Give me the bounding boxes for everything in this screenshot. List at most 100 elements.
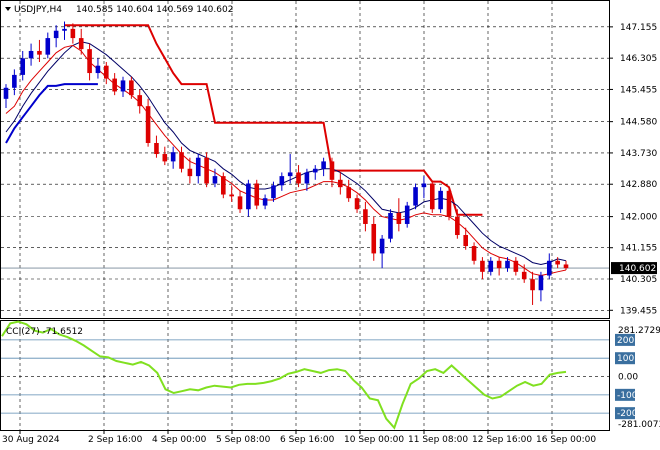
time-tick-label: 4 Sep 00:00 bbox=[152, 435, 207, 445]
trailing-stop-blue bbox=[5, 83, 98, 144]
candle-up bbox=[505, 260, 510, 269]
candle-up bbox=[438, 190, 443, 210]
cci-level-badge bbox=[615, 352, 635, 365]
price-tick-label: 140.305 bbox=[620, 275, 657, 285]
candle-down bbox=[154, 142, 159, 155]
cci-tick-label: 281.2729 bbox=[618, 326, 660, 336]
candle-down bbox=[463, 235, 468, 247]
candle-down bbox=[104, 65, 109, 79]
candle-down bbox=[555, 260, 560, 265]
candle-up bbox=[304, 172, 310, 184]
trailing-stop-lines bbox=[5, 24, 483, 216]
price-tick-label: 143.730 bbox=[620, 149, 657, 159]
current-price-value: 140.602 bbox=[619, 264, 656, 274]
cci-tick-label: -200 bbox=[617, 409, 638, 419]
time-tick-label: 5 Sep 08:00 bbox=[216, 435, 271, 445]
candle-down bbox=[513, 260, 519, 272]
candle-up bbox=[413, 187, 418, 206]
dropdown-triangle-icon[interactable] bbox=[5, 7, 11, 11]
cci-level-badge bbox=[615, 333, 635, 346]
current-price-badge: 140.602 bbox=[611, 262, 657, 275]
time-tick-label: 11 Sep 08:00 bbox=[408, 435, 468, 445]
price-tick-label: 139.455 bbox=[620, 306, 657, 316]
candle-up bbox=[12, 74, 17, 88]
candle-down bbox=[70, 28, 76, 39]
candle-down bbox=[237, 196, 243, 210]
candle-down bbox=[563, 264, 569, 269]
price-tick-label: 141.155 bbox=[620, 244, 657, 254]
candle-down bbox=[530, 279, 535, 291]
candle-down bbox=[204, 157, 209, 184]
candle-down bbox=[521, 271, 527, 280]
cci-tick-label: -100 bbox=[617, 391, 638, 401]
cci-panel-frame bbox=[0, 320, 610, 431]
candle-down bbox=[429, 183, 435, 210]
candle-down bbox=[78, 38, 84, 50]
candle-down bbox=[371, 223, 377, 254]
candle-down bbox=[129, 80, 134, 96]
grid bbox=[1, 1, 609, 430]
price-tick-label: 146.305 bbox=[620, 54, 657, 64]
ohlc-label: 140.585 140.604 140.569 140.602 bbox=[76, 5, 233, 15]
price-tick-label: 142.880 bbox=[620, 180, 657, 190]
candle-up bbox=[379, 238, 385, 254]
candle-down bbox=[162, 154, 168, 162]
price-tick-label: 145.455 bbox=[620, 85, 657, 95]
candle-up bbox=[271, 185, 276, 199]
candle-up bbox=[546, 260, 552, 276]
main-panel-frame bbox=[0, 0, 610, 319]
candle-up bbox=[120, 80, 126, 92]
candle-up bbox=[488, 260, 494, 272]
candle-down bbox=[396, 212, 402, 224]
cci-tick-label: -281.0073 bbox=[618, 420, 660, 430]
candle-down bbox=[229, 194, 234, 197]
candle-up bbox=[62, 28, 67, 31]
candle-down bbox=[137, 95, 143, 107]
time-axis: 30 Aug 2024 2 Sep 16:00 4 Sep 00:00 5 Sep 0… bbox=[2, 430, 596, 445]
candle-up bbox=[312, 168, 318, 173]
candle-up bbox=[404, 205, 410, 224]
candle-up bbox=[262, 198, 268, 206]
candle-down bbox=[296, 172, 301, 184]
candle-up bbox=[45, 38, 51, 55]
price-tick-label: 144.580 bbox=[620, 118, 657, 128]
candle-down bbox=[363, 209, 368, 224]
candle-up bbox=[20, 58, 26, 75]
candle-down bbox=[354, 198, 360, 210]
candle-down bbox=[37, 50, 42, 55]
price-axis: 147.155 146.305 145.455 144.580 143.730 142.8… bbox=[609, 23, 657, 316]
candle-down bbox=[254, 183, 260, 206]
cci-tick-label: 200 bbox=[617, 336, 634, 346]
candle-up bbox=[287, 172, 293, 177]
candle-down bbox=[145, 106, 151, 143]
candle-down bbox=[87, 49, 92, 74]
time-tick-label: 2 Sep 16:00 bbox=[88, 435, 143, 445]
candle-up bbox=[538, 275, 544, 291]
symbol-label: USDJPY,H4 bbox=[14, 5, 62, 15]
candle-down bbox=[112, 78, 117, 92]
candle-down bbox=[446, 190, 452, 217]
candle-up bbox=[170, 152, 176, 162]
cci-level-badge bbox=[615, 407, 635, 420]
candles bbox=[3, 21, 569, 305]
cci-tick-label: 100 bbox=[617, 354, 634, 364]
price-tick-label: 142.000 bbox=[620, 213, 657, 223]
ema-slow-line bbox=[5, 41, 567, 266]
cci-level-badge bbox=[615, 388, 635, 401]
candle-up bbox=[321, 161, 326, 169]
candle-down bbox=[329, 161, 335, 180]
candle-down bbox=[346, 187, 351, 199]
candle-down bbox=[471, 246, 477, 261]
candle-down bbox=[338, 179, 343, 188]
cci-line bbox=[1, 320, 567, 430]
cci-indicator bbox=[1, 320, 567, 430]
time-tick-label: 12 Sep 16:00 bbox=[472, 435, 532, 445]
candle-up bbox=[246, 183, 251, 210]
candle-up bbox=[388, 212, 393, 239]
candle-up bbox=[421, 183, 427, 188]
candle-down bbox=[496, 260, 502, 269]
candle-down bbox=[455, 216, 460, 236]
candle-down bbox=[187, 168, 193, 177]
